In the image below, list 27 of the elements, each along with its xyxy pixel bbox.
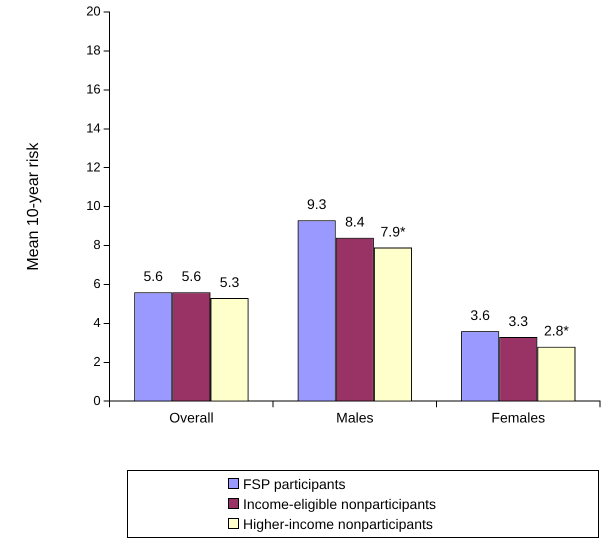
- data-label: 7.9*: [380, 223, 406, 240]
- x-tick-label: Females: [491, 409, 546, 426]
- data-label: 5.6: [144, 268, 164, 284]
- y-tick-label: 16: [86, 81, 101, 96]
- x-tick-label: Overall: [169, 409, 214, 426]
- data-label: 3.6: [470, 307, 490, 324]
- legend-label: FSP participants: [243, 476, 346, 492]
- y-tick-label: 0: [93, 392, 101, 408]
- data-label: 2.8*: [544, 322, 570, 339]
- data-label: 8.4: [345, 214, 365, 230]
- y-tick-label: 12: [86, 159, 101, 174]
- y-tick-label: 18: [86, 42, 101, 58]
- data-label: 9.3: [306, 196, 327, 212]
- y-tick-label: 14: [86, 120, 101, 136]
- legend-label: Higher-income nonparticipants: [243, 516, 433, 532]
- data-label: 3.3: [508, 312, 528, 329]
- data-label: 5.6: [182, 268, 202, 284]
- y-axis-title: Mean 10-year risk: [25, 142, 42, 271]
- legend-label: Income-eligible nonparticipants: [243, 496, 436, 512]
- x-tick-label: Males: [336, 409, 374, 426]
- y-tick-label: 8: [93, 237, 101, 252]
- y-tick-label: 20: [86, 4, 101, 19]
- y-tick-label: 4: [93, 314, 101, 330]
- y-tick-label: 6: [93, 276, 101, 292]
- data-label: 5.3: [220, 274, 240, 290]
- y-tick-label: 2: [93, 354, 101, 369]
- y-tick-label: 10: [86, 198, 101, 214]
